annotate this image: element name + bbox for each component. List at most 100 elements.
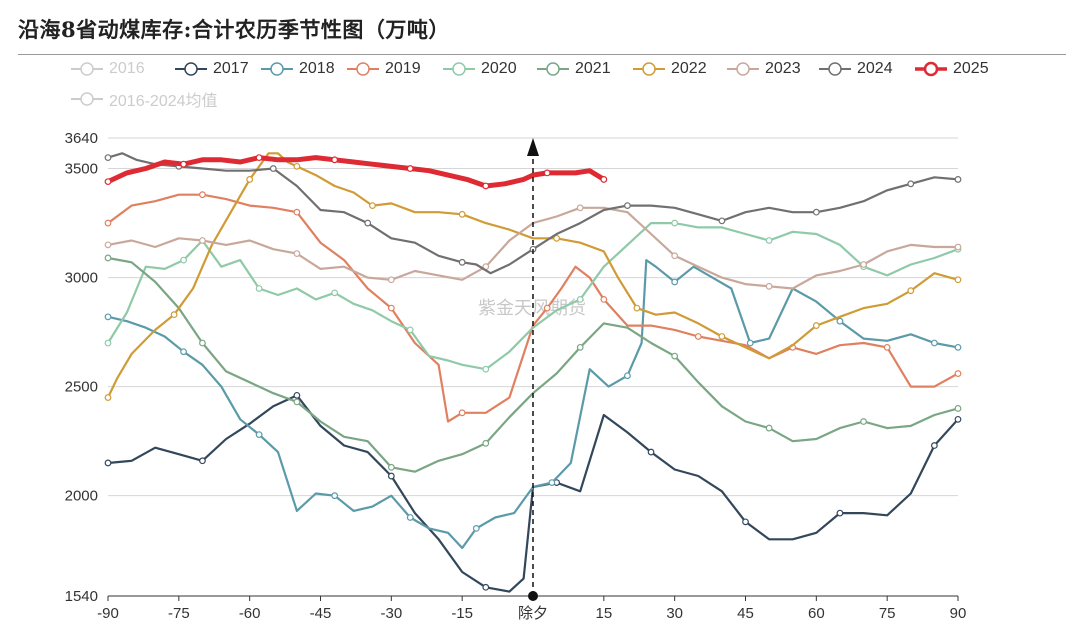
data-point <box>860 261 867 268</box>
legend-swatch-icon <box>71 62 103 76</box>
legend-item-2016-2024均值[interactable]: 2016-2024均值 <box>70 88 218 110</box>
data-point <box>860 418 867 425</box>
x-tick-label: -75 <box>168 605 190 622</box>
data-point <box>458 409 466 417</box>
data-point <box>246 176 254 183</box>
data-point <box>331 492 339 500</box>
data-point <box>671 252 679 260</box>
data-point <box>746 339 754 347</box>
data-point <box>543 304 551 312</box>
legend-item-2016[interactable]: 2016 <box>70 58 145 80</box>
data-point <box>954 176 962 183</box>
x-tick-label: 90 <box>950 605 967 622</box>
x-tick-label: 45 <box>737 605 754 622</box>
data-point <box>694 333 702 340</box>
data-point <box>576 295 584 303</box>
data-point <box>482 182 490 190</box>
series-line-2022 <box>106 152 960 399</box>
legend-swatch-icon <box>537 62 569 76</box>
data-point <box>954 276 962 284</box>
series-line-2024 <box>106 152 960 275</box>
data-point <box>170 311 178 319</box>
data-point <box>199 237 206 244</box>
x-tick-label: 75 <box>879 605 896 622</box>
data-point <box>553 234 561 242</box>
data-point <box>954 405 962 412</box>
data-point <box>387 463 395 471</box>
legend-swatch-icon <box>443 62 475 76</box>
data-point <box>199 339 206 347</box>
x-tick-label: -30 <box>380 605 402 622</box>
data-point <box>765 237 773 244</box>
data-point <box>104 394 112 401</box>
legend-item-2017[interactable]: 2017 <box>174 58 249 80</box>
series-line-2025 <box>105 155 607 189</box>
data-point <box>718 217 726 225</box>
data-point <box>331 156 339 164</box>
data-point <box>293 208 301 216</box>
legend-label: 2019 <box>385 60 421 77</box>
data-point <box>180 160 187 168</box>
legend-item-2020[interactable]: 2020 <box>442 58 517 80</box>
data-point <box>387 276 395 284</box>
legend-label: 2025 <box>953 60 989 77</box>
data-point <box>180 348 187 356</box>
legend-label: 2016-2024均值 <box>109 93 218 110</box>
data-point <box>180 256 187 264</box>
data-point <box>199 191 206 199</box>
data-point <box>624 372 631 380</box>
data-point <box>600 176 608 183</box>
x-tick-label: -90 <box>97 605 119 622</box>
x-tick-label: 15 <box>595 605 612 622</box>
data-point <box>812 208 820 216</box>
x-tick-label: -45 <box>310 605 332 622</box>
data-point <box>576 204 584 212</box>
data-point <box>255 431 263 439</box>
legend-item-2019[interactable]: 2019 <box>346 58 421 80</box>
data-point <box>954 370 962 377</box>
legend-swatch-icon <box>175 62 207 76</box>
data-point <box>387 304 395 312</box>
data-point <box>482 583 490 591</box>
data-point <box>954 243 962 251</box>
data-point <box>482 365 490 373</box>
data-point <box>930 339 938 347</box>
legend-item-2021[interactable]: 2021 <box>536 58 611 80</box>
legend-label: 2021 <box>575 60 611 77</box>
data-point <box>624 202 631 210</box>
legend-swatch-icon <box>633 62 665 76</box>
legend-item-2023[interactable]: 2023 <box>726 58 801 80</box>
data-point <box>633 304 641 312</box>
data-point <box>576 343 584 351</box>
data-point <box>293 398 301 406</box>
y-tick-label: 3000 <box>65 270 98 287</box>
legend-label: 2020 <box>481 60 517 77</box>
data-point <box>406 165 414 172</box>
data-point <box>765 282 773 290</box>
data-point <box>369 202 376 210</box>
data-point <box>364 219 372 227</box>
data-point <box>883 343 891 351</box>
data-point <box>836 509 844 517</box>
x-tick-label: 30 <box>666 605 683 622</box>
legend-label: 2024 <box>857 60 893 77</box>
y-tick-label: 1540 <box>65 588 98 605</box>
data-point <box>104 254 112 262</box>
legend-label: 2016 <box>109 60 145 77</box>
legend-item-2018[interactable]: 2018 <box>260 58 335 80</box>
legend-item-2024[interactable]: 2024 <box>818 58 893 80</box>
data-point <box>930 442 938 449</box>
data-point <box>671 278 679 286</box>
data-point <box>458 210 466 218</box>
data-point <box>387 472 395 480</box>
data-point <box>458 258 466 266</box>
legend-item-2022[interactable]: 2022 <box>632 58 707 80</box>
legend-swatch-icon <box>727 62 759 76</box>
event-marker <box>527 138 539 601</box>
legend-item-2025[interactable]: 2025 <box>914 58 989 80</box>
data-point <box>255 285 263 292</box>
data-point <box>293 250 301 257</box>
series-lines <box>104 152 962 593</box>
chart-title: 沿海8省动煤库存:合计农历季节性图（万吨） <box>18 17 450 42</box>
